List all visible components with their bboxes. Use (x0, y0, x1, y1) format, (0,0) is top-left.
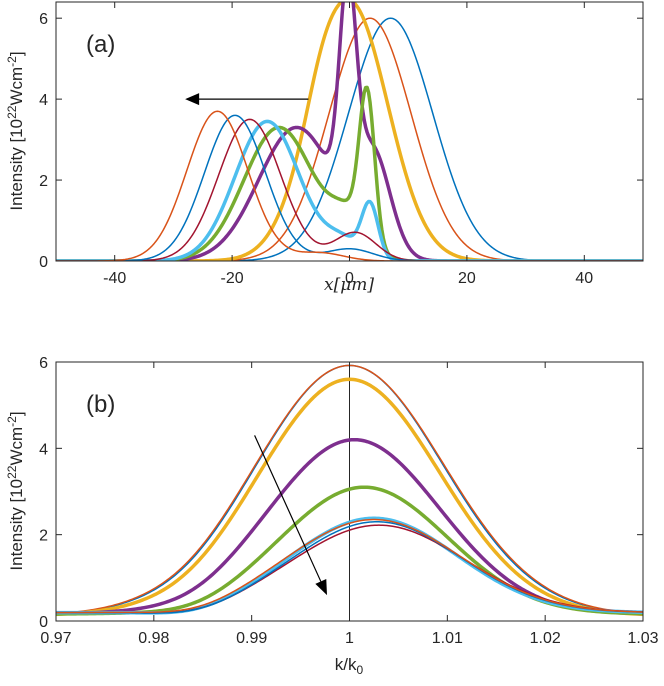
panel-b-xtick-label: 1 (345, 630, 354, 647)
panel-a-xtick-label: 20 (458, 270, 476, 287)
panel-b-arrow (254, 435, 327, 596)
panel-a-ytick-label: 0 (39, 254, 48, 271)
panel-a-series-t8 (56, 114, 643, 261)
panel-a-series-t4 (56, 2, 643, 261)
panel-b-xtick-label: 0.99 (236, 630, 267, 647)
panel-b-ytick-label: 0 (39, 614, 48, 631)
panel-a-series-t9 (56, 110, 643, 261)
panel-a-series-t1 (56, 17, 643, 261)
panel-b-ylabel: Intensity [1022Wcm-2] (5, 411, 26, 570)
panel-a-xtick-label: 40 (575, 270, 593, 287)
panel-b-xtick-label: 0.97 (40, 630, 71, 647)
panel-b-ytick-label: 2 (39, 528, 48, 545)
panel-a-arrow (185, 93, 309, 106)
panel-a-xtick-label: 0 (345, 270, 354, 287)
panel-a-ytick-label: 4 (39, 92, 48, 109)
panel-a-ytick-label: 2 (39, 173, 48, 190)
panel-a-axes-frame (55, 1, 644, 262)
panel-b-arrow-head (315, 578, 327, 596)
panel-b-xtick-label: 1.01 (432, 630, 463, 647)
panel-a-ylabel: Intensity [1022Wcm-2] (5, 51, 26, 210)
panel-a-label: (a) (86, 31, 115, 58)
panel-a-series-t3 (56, 2, 643, 261)
panel-b-ticks: 0.97 0.98 0.99 1 1.01 1.02 1.03 0 2 4 6 (39, 355, 659, 647)
panel-b-ytick-label: 6 (39, 355, 48, 372)
panel-b: 0.97 0.98 0.99 1 1.01 1.02 1.03 0 2 4 6 (b) k/k0 I… (5, 355, 659, 677)
panel-b-series-t3 (56, 377, 643, 617)
panel-b-ytick-label: 4 (39, 441, 48, 458)
panel-b-label: (b) (86, 391, 115, 418)
panel-b-xtick-label: 0.98 (138, 630, 169, 647)
panel-a-series-t7 (56, 118, 643, 261)
panel-a: -40 -20 0 20 40 0 2 4 6 (a) x[μm] Intensity [102… (5, 1, 644, 295)
panel-a-xtick-label: -20 (221, 270, 244, 287)
panel-a-ytick-label: 6 (39, 11, 48, 28)
panel-a-series-group (56, 2, 643, 261)
panel-b-xtick-label: 1.02 (530, 630, 561, 647)
panel-a-series-t6 (56, 119, 643, 261)
panel-b-series-t9 (56, 518, 643, 614)
panel-a-arrow-head (185, 93, 200, 106)
panel-a-xlabel: x[μm] (324, 275, 374, 295)
panel-b-xtick-label: 1.03 (627, 630, 658, 647)
panel-b-arrow-shaft (254, 435, 322, 582)
panel-a-series-t2 (56, 17, 643, 261)
panel-b-xlabel: k/k0 (335, 655, 364, 677)
panel-a-xtick-label: -40 (103, 270, 126, 287)
panel-a-ticks: -40 -20 0 20 40 0 2 4 6 (39, 2, 643, 287)
